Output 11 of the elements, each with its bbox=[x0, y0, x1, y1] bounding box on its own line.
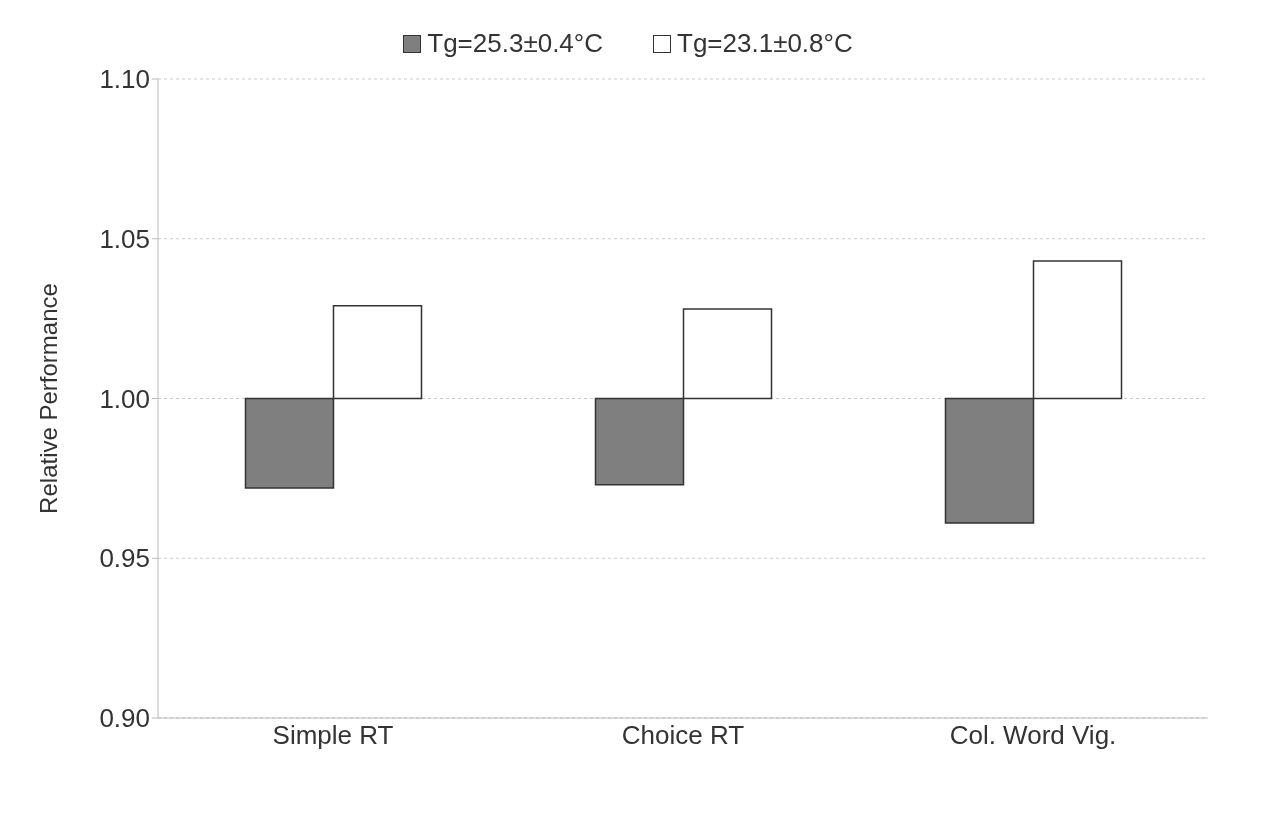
x-tick-label: Col. Word Vig. bbox=[949, 720, 1117, 751]
y-tick-label: 0.95 bbox=[99, 543, 150, 574]
y-tick-label: 0.90 bbox=[99, 703, 150, 734]
y-tick-label: 1.10 bbox=[99, 64, 150, 95]
y-tick-label: 1.05 bbox=[99, 223, 150, 254]
y-tick-label: 1.00 bbox=[99, 383, 150, 414]
y-axis-title: Relative Performance bbox=[34, 283, 62, 514]
x-tick-label: Choice RT bbox=[621, 720, 745, 751]
legend-label: Tg=23.1±0.8°C bbox=[676, 28, 853, 59]
legend-label: Tg=25.3±0.4°C bbox=[426, 28, 603, 59]
x-tick-label: Simple RT bbox=[272, 720, 394, 751]
